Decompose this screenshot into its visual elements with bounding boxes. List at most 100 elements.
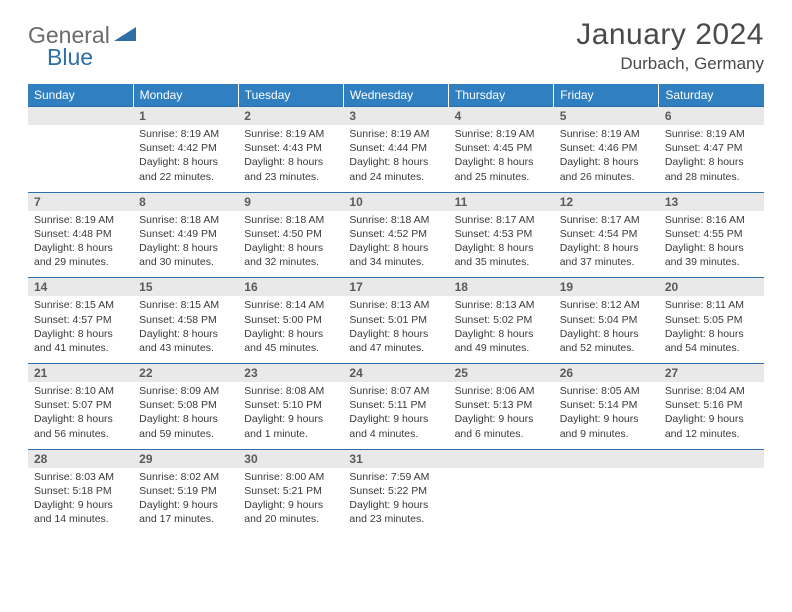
day-number: 22 xyxy=(133,364,238,383)
daylight-text-1: Daylight: 8 hours xyxy=(244,155,337,169)
day-detail: Sunrise: 8:03 AMSunset: 5:18 PMDaylight:… xyxy=(28,468,133,535)
daylight-text-1: Daylight: 8 hours xyxy=(139,241,232,255)
sunrise-text: Sunrise: 8:07 AM xyxy=(349,384,442,398)
sunset-text: Sunset: 5:19 PM xyxy=(139,484,232,498)
daylight-text-1: Daylight: 8 hours xyxy=(349,327,442,341)
daylight-text-1: Daylight: 8 hours xyxy=(455,155,548,169)
sunset-text: Sunset: 4:49 PM xyxy=(139,227,232,241)
calendar-page: General January 2024 Durbach, Germany Bl… xyxy=(0,0,792,544)
day-detail: Sunrise: 8:10 AMSunset: 5:07 PMDaylight:… xyxy=(28,382,133,449)
day-number xyxy=(554,449,659,468)
day-header: Saturday xyxy=(659,84,764,107)
day-detail: Sunrise: 8:18 AMSunset: 4:52 PMDaylight:… xyxy=(343,211,448,278)
sunset-text: Sunset: 5:02 PM xyxy=(455,313,548,327)
daylight-text-2: and 9 minutes. xyxy=(560,427,653,441)
sunrise-text: Sunrise: 8:13 AM xyxy=(349,298,442,312)
sunrise-text: Sunrise: 8:19 AM xyxy=(34,213,127,227)
sunrise-text: Sunrise: 8:13 AM xyxy=(455,298,548,312)
location: Durbach, Germany xyxy=(576,54,764,74)
day-number: 18 xyxy=(449,278,554,297)
month-title: January 2024 xyxy=(576,18,764,52)
day-header: Tuesday xyxy=(238,84,343,107)
sunrise-text: Sunrise: 8:02 AM xyxy=(139,470,232,484)
day-detail: Sunrise: 8:11 AMSunset: 5:05 PMDaylight:… xyxy=(659,296,764,363)
day-number-row: 28293031 xyxy=(28,449,764,468)
sunset-text: Sunset: 4:43 PM xyxy=(244,141,337,155)
day-detail: Sunrise: 8:19 AMSunset: 4:48 PMDaylight:… xyxy=(28,211,133,278)
daylight-text-1: Daylight: 8 hours xyxy=(560,155,653,169)
day-number: 14 xyxy=(28,278,133,297)
day-detail: Sunrise: 8:19 AMSunset: 4:47 PMDaylight:… xyxy=(659,125,764,192)
day-number: 11 xyxy=(449,192,554,211)
daylight-text-2: and 34 minutes. xyxy=(349,255,442,269)
sunrise-text: Sunrise: 8:15 AM xyxy=(139,298,232,312)
sunset-text: Sunset: 4:50 PM xyxy=(244,227,337,241)
sunset-text: Sunset: 4:42 PM xyxy=(139,141,232,155)
day-header: Wednesday xyxy=(343,84,448,107)
daylight-text-1: Daylight: 8 hours xyxy=(665,155,758,169)
daylight-text-2: and 24 minutes. xyxy=(349,170,442,184)
daylight-text-1: Daylight: 8 hours xyxy=(34,412,127,426)
sunset-text: Sunset: 4:45 PM xyxy=(455,141,548,155)
day-number-row: 21222324252627 xyxy=(28,364,764,383)
sunrise-text: Sunrise: 8:19 AM xyxy=(665,127,758,141)
sunset-text: Sunset: 5:04 PM xyxy=(560,313,653,327)
daylight-text-1: Daylight: 8 hours xyxy=(139,155,232,169)
daylight-text-2: and 14 minutes. xyxy=(34,512,127,526)
daylight-text-1: Daylight: 9 hours xyxy=(560,412,653,426)
sunset-text: Sunset: 5:21 PM xyxy=(244,484,337,498)
daylight-text-1: Daylight: 9 hours xyxy=(34,498,127,512)
sunrise-text: Sunrise: 8:19 AM xyxy=(139,127,232,141)
header: General January 2024 Durbach, Germany xyxy=(28,18,764,74)
daylight-text-1: Daylight: 9 hours xyxy=(665,412,758,426)
daylight-text-2: and 37 minutes. xyxy=(560,255,653,269)
day-number: 10 xyxy=(343,192,448,211)
daylight-text-2: and 4 minutes. xyxy=(349,427,442,441)
day-detail-row: Sunrise: 8:19 AMSunset: 4:42 PMDaylight:… xyxy=(28,125,764,192)
sunset-text: Sunset: 5:14 PM xyxy=(560,398,653,412)
sunrise-text: Sunrise: 8:17 AM xyxy=(560,213,653,227)
day-number xyxy=(28,107,133,126)
daylight-text-1: Daylight: 8 hours xyxy=(455,327,548,341)
day-detail: Sunrise: 8:04 AMSunset: 5:16 PMDaylight:… xyxy=(659,382,764,449)
calendar-body: 123456 Sunrise: 8:19 AMSunset: 4:42 PMDa… xyxy=(28,107,764,535)
daylight-text-2: and 52 minutes. xyxy=(560,341,653,355)
day-number: 12 xyxy=(554,192,659,211)
daylight-text-2: and 45 minutes. xyxy=(244,341,337,355)
sunrise-text: Sunrise: 8:18 AM xyxy=(349,213,442,227)
day-detail: Sunrise: 8:19 AMSunset: 4:42 PMDaylight:… xyxy=(133,125,238,192)
daylight-text-1: Daylight: 8 hours xyxy=(560,327,653,341)
daylight-text-1: Daylight: 8 hours xyxy=(349,155,442,169)
day-number: 19 xyxy=(554,278,659,297)
day-detail: Sunrise: 8:06 AMSunset: 5:13 PMDaylight:… xyxy=(449,382,554,449)
daylight-text-1: Daylight: 8 hours xyxy=(139,327,232,341)
daylight-text-2: and 47 minutes. xyxy=(349,341,442,355)
sunrise-text: Sunrise: 8:10 AM xyxy=(34,384,127,398)
daylight-text-2: and 29 minutes. xyxy=(34,255,127,269)
day-header: Monday xyxy=(133,84,238,107)
day-detail: Sunrise: 8:12 AMSunset: 5:04 PMDaylight:… xyxy=(554,296,659,363)
daylight-text-2: and 23 minutes. xyxy=(244,170,337,184)
sunset-text: Sunset: 4:55 PM xyxy=(665,227,758,241)
daylight-text-2: and 49 minutes. xyxy=(455,341,548,355)
day-number: 27 xyxy=(659,364,764,383)
daylight-text-1: Daylight: 8 hours xyxy=(560,241,653,255)
sunset-text: Sunset: 4:47 PM xyxy=(665,141,758,155)
day-detail-row: Sunrise: 8:15 AMSunset: 4:57 PMDaylight:… xyxy=(28,296,764,363)
sunset-text: Sunset: 5:00 PM xyxy=(244,313,337,327)
sunrise-text: Sunrise: 8:19 AM xyxy=(244,127,337,141)
daylight-text-1: Daylight: 8 hours xyxy=(349,241,442,255)
daylight-text-1: Daylight: 9 hours xyxy=(349,498,442,512)
day-detail: Sunrise: 8:19 AMSunset: 4:46 PMDaylight:… xyxy=(554,125,659,192)
sunrise-text: Sunrise: 8:03 AM xyxy=(34,470,127,484)
daylight-text-2: and 56 minutes. xyxy=(34,427,127,441)
calendar-header-row: Sunday Monday Tuesday Wednesday Thursday… xyxy=(28,84,764,107)
day-number: 6 xyxy=(659,107,764,126)
sunrise-text: Sunrise: 8:08 AM xyxy=(244,384,337,398)
day-detail-row: Sunrise: 8:19 AMSunset: 4:48 PMDaylight:… xyxy=(28,211,764,278)
sunrise-text: Sunrise: 8:15 AM xyxy=(34,298,127,312)
daylight-text-1: Daylight: 8 hours xyxy=(244,327,337,341)
daylight-text-1: Daylight: 9 hours xyxy=(244,498,337,512)
day-number: 13 xyxy=(659,192,764,211)
day-detail: Sunrise: 8:18 AMSunset: 4:49 PMDaylight:… xyxy=(133,211,238,278)
